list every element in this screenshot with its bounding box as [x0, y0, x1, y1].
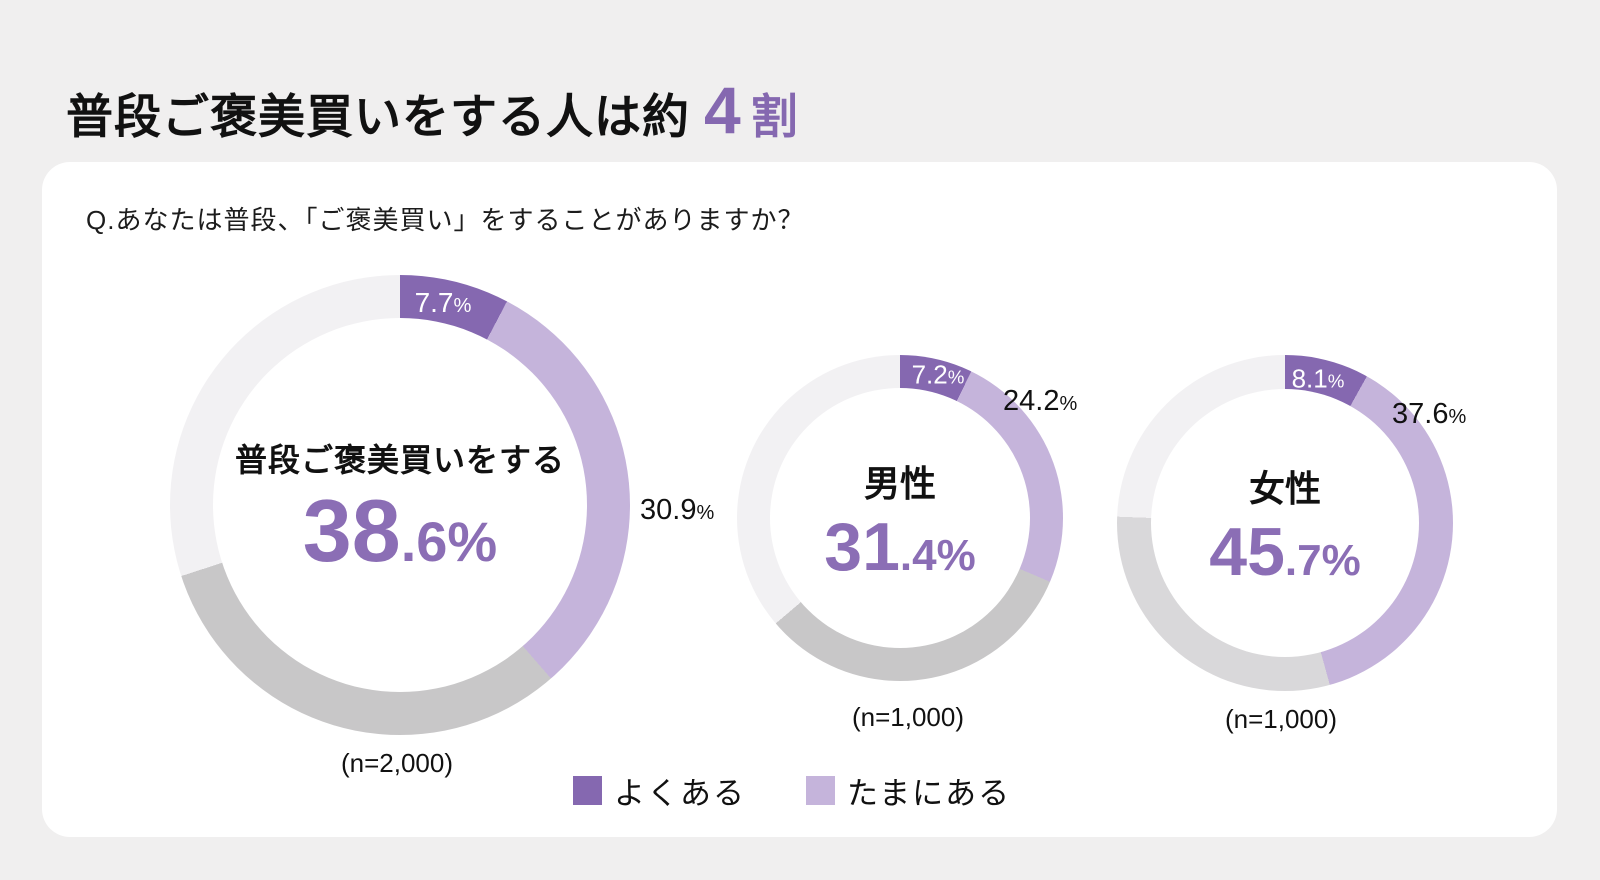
donut-total-value-rest: .4%: [899, 531, 976, 580]
percent-sign: %: [453, 295, 472, 317]
legend-label: よくある: [614, 776, 746, 811]
donut-chart-female: 女性 45 .7%: [1117, 355, 1453, 691]
percent-sign: %: [1327, 370, 1345, 392]
donut-segment-label-outside: 30.9%: [640, 494, 714, 527]
page-title-accent-unit: 割: [750, 90, 798, 143]
chart-legend: よくある たまにある: [573, 768, 1011, 813]
donut-total-value: 45 .7%: [1209, 518, 1360, 586]
donut-total-value-big: 45: [1209, 514, 1285, 590]
donut-segment-label-inside: 7.2%: [912, 360, 965, 391]
percent-sign: %: [1059, 393, 1078, 415]
legend-item: たまにある: [806, 768, 1011, 813]
donut-hole: [1151, 389, 1419, 657]
segment-value: 8.1: [1291, 363, 1328, 394]
page-title-main: 普段ご褒美買いをする人は約: [66, 90, 690, 143]
legend-item: よくある: [573, 768, 746, 813]
legend-label: たまにある: [847, 776, 1012, 811]
donut-total-value-rest: .7%: [1284, 536, 1361, 585]
legend-swatch-sometimes: [806, 776, 835, 805]
donut-center-title: 女性: [1248, 468, 1321, 509]
percent-sign: %: [1448, 406, 1467, 428]
donut-center: 女性 45 .7%: [1117, 355, 1453, 691]
donut-hole: [213, 318, 587, 692]
segment-value: 7.7: [414, 287, 454, 318]
donut-total-value-rest: .6%: [400, 510, 498, 573]
segment-value: 24.2: [1003, 385, 1060, 417]
donut-segment-label-inside: 7.7%: [415, 287, 472, 319]
donut-segment-label-outside: 37.6%: [1392, 398, 1466, 431]
page-title: 普段ご褒美買いをする人は約 4 割: [66, 72, 798, 148]
donut-segment-label-outside: 24.2%: [1003, 385, 1077, 418]
sample-size-label: (n=1,000): [851, 702, 965, 732]
donut-total-value: 31 .4%: [824, 513, 975, 581]
percent-sign: %: [947, 366, 965, 388]
donut-chart-total: 普段ご褒美買いをする 38 .6%: [170, 275, 630, 735]
donut-total-value: 38 .6%: [303, 487, 497, 575]
donut-total-value-big: 38: [302, 481, 401, 580]
donut-center-title: 男性: [863, 463, 936, 504]
page-title-accent-number: 4: [704, 73, 741, 147]
donut-hole: [770, 388, 1030, 648]
donut-chart-male: 男性 31 .4%: [737, 355, 1063, 681]
donut-total-value-big: 31: [824, 509, 900, 585]
segment-value: 7.2: [911, 359, 948, 390]
donut-center: 男性 31 .4%: [737, 355, 1063, 681]
donut-center: 普段ご褒美買いをする 38 .6%: [170, 275, 630, 735]
segment-value: 37.6: [1392, 398, 1449, 430]
sample-size-label: (n=2,000): [340, 748, 454, 778]
donut-center-title: 普段ご褒美買いをする: [234, 442, 565, 478]
segment-value: 30.9: [640, 494, 697, 526]
sample-size-label: (n=1,000): [1224, 704, 1338, 734]
percent-sign: %: [696, 502, 715, 524]
donut-segment-label-inside: 8.1%: [1292, 364, 1345, 395]
survey-question: Q.あなたは普段、「ご褒美買い」をすることがありますか？: [86, 205, 805, 235]
legend-swatch-often: [573, 776, 602, 805]
